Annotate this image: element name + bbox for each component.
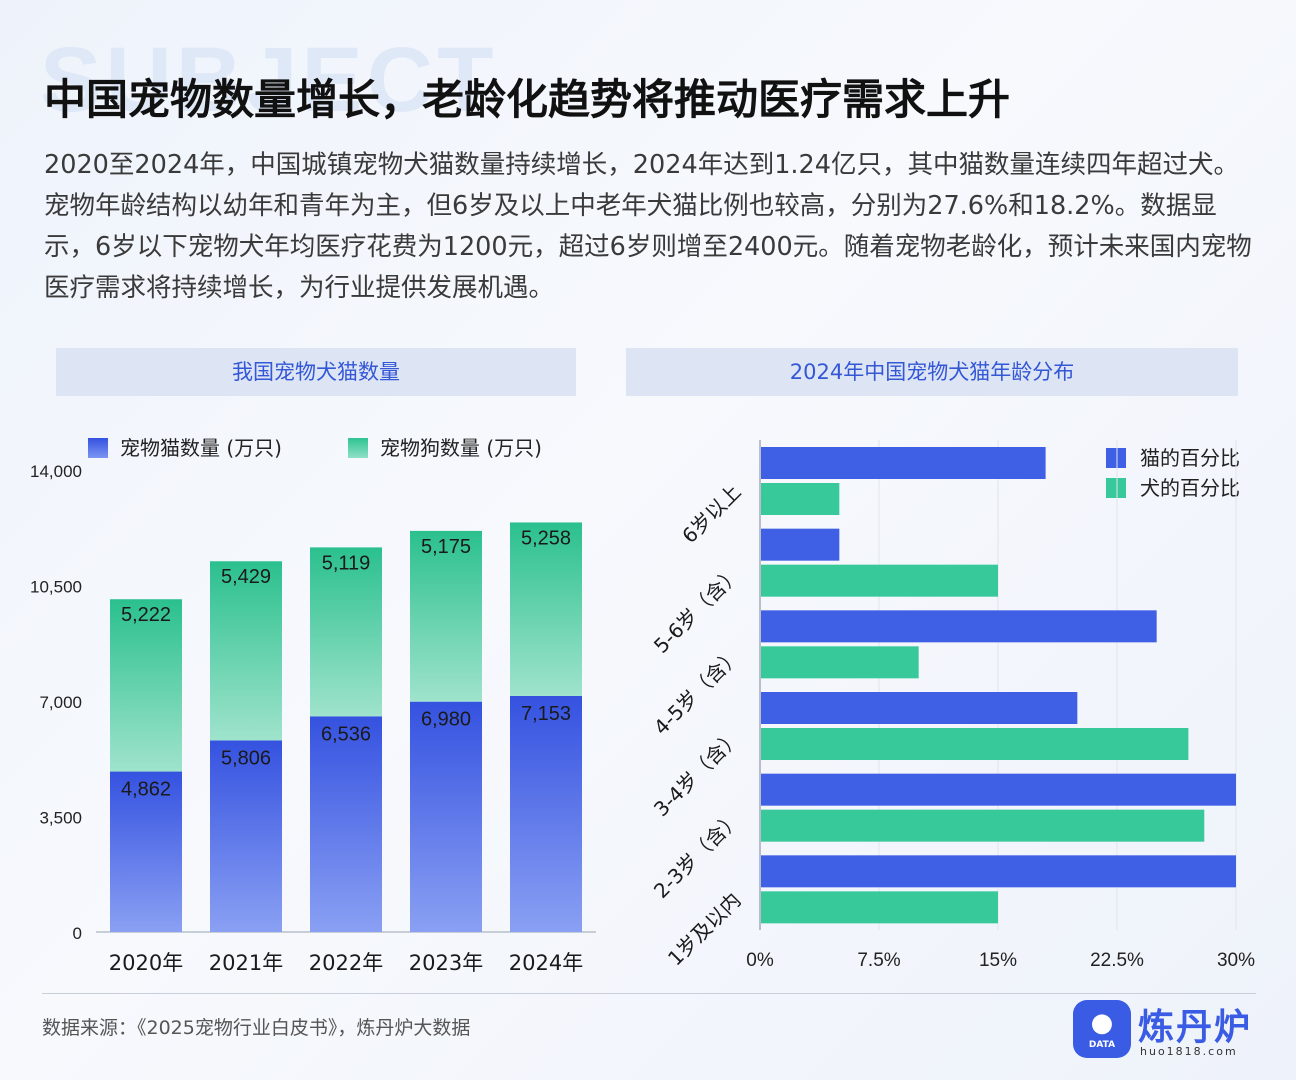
legend-cat-percent-swatch (1106, 448, 1126, 468)
bar-dog-5 (510, 522, 582, 696)
x-tick-label: 22.5% (1090, 950, 1144, 971)
bar-cat-4 (410, 701, 482, 932)
y-category-label: 3-4岁（含） (649, 725, 746, 822)
background-watermark: SUBJECT (40, 29, 498, 131)
logo-mini-text: DATA (1088, 1040, 1116, 1050)
data-label-dog: 5,175 (421, 536, 471, 558)
horizontal-bar-chart: 0% 7.5% 15% 22.5% 30% 6岁以上 5-6岁（含）4-5岁（含）3-4岁（… (649, 440, 1255, 971)
x-tick-label: 30% (1217, 950, 1255, 971)
legend-cat-label: 宠物猫数量 (万只) (120, 436, 282, 460)
bar-dog-pct-1 (761, 483, 840, 515)
legend-dog-percent: 犬的百分比 (1106, 472, 1240, 501)
legend-dog-percent-label: 犬的百分比 (1140, 476, 1240, 500)
legend-cat-count: 宠物猫数量 (万只) (88, 432, 282, 461)
data-label-cat: 6,980 (421, 709, 471, 731)
bar-dog-pct-4 (761, 728, 1189, 760)
legend-cat-percent: 猫的百分比 (1106, 442, 1240, 471)
x-tick-label: 0% (746, 950, 774, 971)
footer-divider (42, 993, 1256, 994)
brand-name: 炼丹炉 (1138, 1007, 1253, 1048)
bar-cat-2 (210, 740, 282, 932)
y-tick-label: 14,000 (30, 462, 82, 481)
bar-cat-pct-2 (761, 528, 840, 561)
bar-cat-pct-6 (761, 855, 1236, 888)
data-label-cat: 5,806 (221, 747, 271, 769)
bar-cat-1 (110, 771, 182, 932)
bar-dog-3 (310, 547, 382, 717)
legend-dog-percent-swatch (1106, 478, 1126, 498)
x-tick-label: 7.5% (857, 950, 900, 971)
legend-dog-label: 宠物狗数量 (万只) (380, 436, 542, 460)
x-tick-label: 2024年 (509, 951, 583, 975)
legend-dog-swatch (348, 438, 368, 458)
brand-logo-icon: ● DATA (1073, 1000, 1131, 1058)
left-chart-title: 我国宠物犬猫数量 (56, 348, 576, 396)
page-title: 中国宠物数量增长，老龄化趋势将推动医疗需求上升 (44, 75, 1011, 124)
data-label-dog: 5,119 (322, 552, 371, 574)
bar-cat-pct-1 (761, 447, 1046, 479)
bar-dog-2 (210, 561, 282, 741)
brand-url: huo1818.com (1140, 1045, 1238, 1058)
logo-glyph: ● (1090, 1008, 1114, 1038)
y-tick-label: 3,500 (39, 809, 82, 828)
legend-dog-count: 宠物狗数量 (万只) (348, 432, 542, 461)
bar-dog-pct-6 (761, 891, 998, 924)
data-label-dog: 5,222 (121, 604, 171, 626)
bar-dog-1 (110, 599, 182, 772)
bar-dog-pct-3 (761, 646, 919, 679)
right-chart-title: 2024年中国宠物犬猫年龄分布 (626, 348, 1238, 396)
legend-cat-swatch (88, 438, 108, 458)
data-label-cat: 7,153 (521, 703, 571, 725)
bar-dog-pct-5 (761, 809, 1205, 842)
bar-dog-pct-2 (761, 564, 998, 597)
bar-cat-pct-4 (761, 692, 1078, 724)
y-category-label: 6岁以上 (677, 480, 745, 548)
x-tick-label: 2020年 (109, 951, 183, 975)
intro-paragraph: 2020至2024年，中国城镇宠物犬猫数量持续增长，2024年达到1.24亿只，… (44, 150, 1252, 303)
x-tick-label: 15% (979, 950, 1017, 971)
data-label-dog: 5,429 (221, 566, 271, 588)
data-label-cat: 4,862 (121, 779, 171, 801)
y-tick-label: 7,000 (39, 693, 82, 712)
y-category-label: 1岁及以内 (663, 888, 746, 971)
stacked-bar-chart: 0 3,500 7,000 10,500 14,000 4,862 5,222 2020年 5,… (30, 462, 596, 975)
data-label-dog: 5,258 (521, 527, 571, 549)
y-category-label: 5-6岁（含） (649, 561, 746, 658)
bar-cat-3 (310, 716, 382, 932)
bar-cat-5 (510, 695, 582, 932)
bar-dog-4 (410, 530, 482, 702)
x-tick-label: 2022年 (309, 951, 383, 975)
y-category-label: 4-5岁（含） (649, 643, 746, 740)
data-source: 数据来源：《2025宠物行业白皮书》，炼丹炉大数据 (42, 1017, 471, 1039)
legend-cat-percent-label: 猫的百分比 (1140, 446, 1240, 470)
x-tick-label: 2021年 (209, 951, 283, 975)
y-tick-label: 10,500 (30, 578, 82, 597)
y-category-label: 2-3岁（含） (649, 806, 746, 903)
bar-cat-pct-5 (761, 773, 1236, 806)
data-label-cat: 6,536 (321, 723, 371, 745)
x-tick-label: 2023年 (409, 951, 483, 975)
bar-cat-pct-3 (761, 610, 1157, 643)
y-tick-label: 0 (73, 924, 82, 943)
